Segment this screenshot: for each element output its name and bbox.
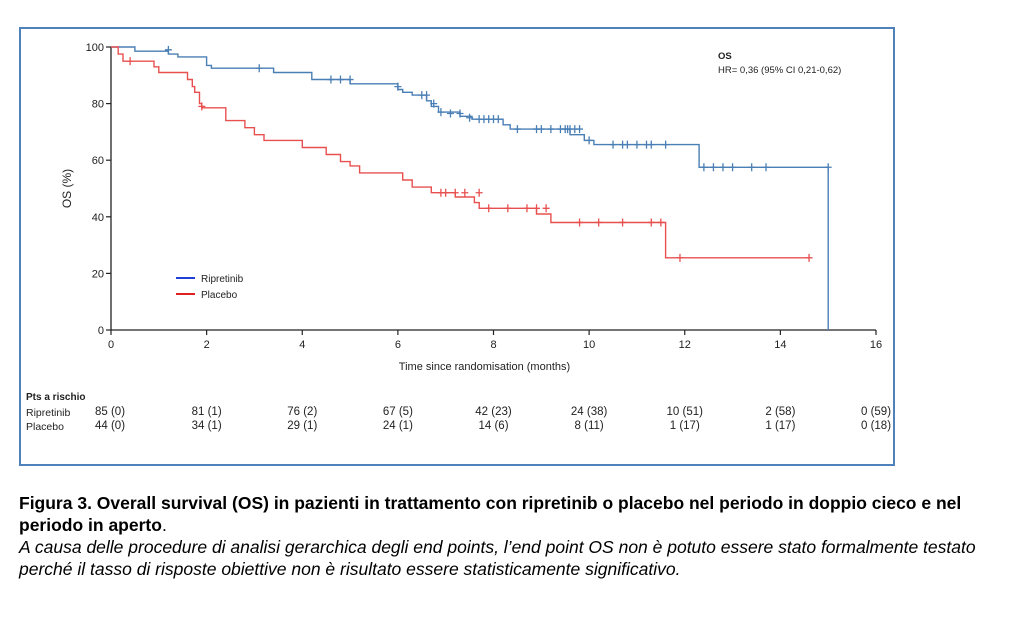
x-tick-label: 4 (299, 339, 305, 351)
y-tick-label: 60 (92, 155, 104, 167)
y-tick-label: 40 (92, 212, 104, 224)
risk-row-label: Ripretinib (26, 407, 71, 419)
legend-label-ripretinib: Ripretinib (201, 274, 244, 285)
risk-cell: 10 (51) (666, 406, 703, 418)
risk-cell: 34 (1) (191, 420, 222, 432)
censor-mark-placebo (676, 253, 684, 262)
censor-mark-ripretinib (255, 64, 263, 73)
risk-row-label: Placebo (26, 421, 64, 433)
caption-title: Figura 3. Overall survival (OS) in pazie… (19, 493, 962, 535)
censor-mark-placebo (805, 253, 813, 262)
censor-mark-ripretinib (662, 140, 670, 149)
risk-cell: 1 (17) (765, 420, 796, 432)
risk-cell: 81 (1) (191, 406, 222, 418)
risk-cell: 24 (1) (382, 420, 413, 432)
x-tick-label: 8 (490, 339, 496, 351)
censor-mark-ripretinib (423, 91, 431, 100)
censor-mark-ripretinib (709, 163, 717, 172)
risk-table-title: Pts a rischio (26, 392, 86, 403)
censor-mark-ripretinib (824, 163, 832, 172)
caption-note: A causa delle procedure di analisi gerar… (19, 537, 976, 579)
risk-cell: 29 (1) (287, 420, 318, 432)
censor-mark-placebo (485, 204, 493, 213)
risk-cell: 42 (23) (475, 406, 512, 418)
risk-cell: 14 (6) (478, 420, 509, 432)
censor-mark-ripretinib (609, 140, 617, 149)
censor-mark-placebo (442, 188, 450, 197)
censor-mark-placebo (475, 188, 483, 197)
risk-cell: 24 (38) (570, 406, 608, 418)
censor-mark-ripretinib (456, 109, 464, 118)
y-tick-label: 80 (92, 99, 104, 111)
y-tick-label: 20 (92, 268, 104, 280)
risk-cell: 67 (5) (382, 406, 413, 418)
x-axis-label: Time since randomisation (months) (399, 361, 570, 373)
series-line-placebo (111, 46, 810, 259)
censor-mark-placebo (595, 218, 603, 227)
legend-label-placebo: Placebo (201, 290, 238, 301)
censor-mark-placebo (533, 204, 541, 213)
y-tick-label: 0 (98, 325, 104, 337)
censor-mark-ripretinib (164, 45, 172, 54)
censor-mark-placebo (619, 218, 627, 227)
y-tick-label: 100 (86, 42, 104, 54)
censor-mark-ripretinib (748, 163, 756, 172)
censor-mark-ripretinib (346, 75, 354, 84)
censor-mark-ripretinib (623, 140, 631, 149)
censor-mark-ripretinib (494, 115, 502, 124)
censor-mark-placebo (504, 204, 512, 213)
risk-cell: 44 (0) (94, 420, 126, 432)
x-tick-label: 10 (583, 339, 595, 351)
censor-mark-placebo (647, 218, 655, 227)
censor-mark-placebo (126, 57, 134, 66)
censor-mark-ripretinib (430, 99, 438, 108)
censor-mark-ripretinib (647, 140, 655, 149)
risk-cell: 8 (11) (574, 420, 604, 432)
censor-mark-placebo (451, 188, 459, 197)
censor-mark-ripretinib (729, 163, 737, 172)
figure-caption: Figura 3. Overall survival (OS) in pazie… (19, 492, 999, 580)
risk-table: Pts a rischio Ripretinib 85 (0) 81 (1) 76 (… (21, 29, 897, 468)
censor-mark-ripretinib (762, 163, 770, 172)
censor-mark-placebo (657, 218, 665, 227)
caption-period: . (161, 515, 167, 535)
censor-mark-ripretinib (633, 140, 641, 149)
x-tick-label: 0 (108, 339, 114, 351)
censor-mark-ripretinib (446, 109, 454, 118)
annotation-title: OS (718, 51, 732, 62)
risk-cell: 0 (59) (860, 406, 892, 418)
censor-mark-placebo (198, 102, 206, 111)
censor-mark-ripretinib (327, 75, 335, 84)
censor-mark-placebo (461, 188, 469, 197)
y-axis-label: OS (%) (60, 169, 74, 208)
censor-mark-ripretinib (576, 125, 584, 134)
censor-mark-ripretinib (547, 125, 555, 134)
censor-mark-ripretinib (537, 125, 545, 134)
censor-mark-ripretinib (700, 163, 708, 172)
censor-mark-ripretinib (437, 108, 445, 117)
km-chart: 0 20 40 60 80 100 0 2 4 6 8 10 12 14 16 Time since rand… (60, 42, 882, 373)
censor-mark-placebo (576, 218, 584, 227)
censor-mark-ripretinib (585, 136, 593, 145)
risk-cell: 2 (58) (765, 406, 796, 418)
censor-mark-placebo (523, 204, 531, 213)
x-tick-label: 14 (774, 339, 786, 351)
censor-mark-ripretinib (337, 75, 344, 84)
x-tick-label: 12 (679, 339, 691, 351)
censor-mark-ripretinib (513, 125, 521, 134)
x-tick-label: 16 (870, 339, 882, 351)
x-tick-label: 2 (204, 339, 210, 351)
risk-cell: 0 (18) (860, 420, 892, 432)
risk-cell: 76 (2) (287, 406, 318, 418)
risk-cell: 1 (17) (669, 420, 700, 432)
annotation-hr: HR= 0,36 (95% CI 0,21-0,62) (718, 65, 841, 76)
risk-cell: 85 (0) (94, 406, 126, 418)
censor-mark-ripretinib (394, 82, 402, 91)
x-tick-label: 6 (395, 339, 401, 351)
figure-frame: 0 20 40 60 80 100 0 2 4 6 8 10 12 14 16 Time since rand… (19, 27, 895, 466)
censor-mark-placebo (542, 204, 550, 213)
censor-mark-ripretinib (719, 163, 727, 172)
censor-mark-ripretinib (466, 113, 474, 122)
